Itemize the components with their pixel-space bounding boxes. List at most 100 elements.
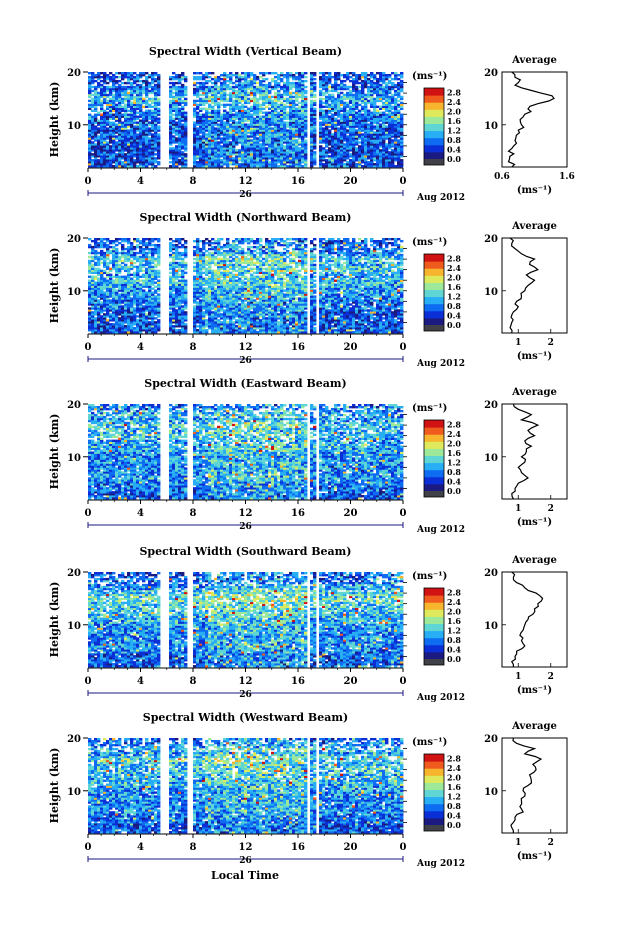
colorbar-swatch-lowest [424,491,444,497]
x-tick-label: 0 [85,176,92,187]
colorbar-swatch [424,463,444,471]
colorbar-swatch [424,775,444,783]
average-profile-line [511,738,541,833]
colorbar-swatch [424,420,444,428]
day-label: 26 [239,690,252,700]
y-tick-label: 10 [67,453,81,464]
panel-title: Spectral Width (Westward Beam) [143,711,348,724]
y-tick-label: 20 [67,734,81,745]
colorbar-swatch-lowest [424,825,444,831]
colorbar-swatch [424,297,444,305]
heatmap-cells [88,72,403,167]
colorbar-swatch [424,768,444,776]
colorbar-swatch [424,754,444,762]
colorbar-swatch-lowest [424,659,444,665]
x-tick-label: 8 [190,176,197,187]
colorbar-swatch [424,804,444,812]
colorbar-swatch [424,88,444,96]
colorbar-swatch [424,304,444,312]
colorbar-swatch [424,275,444,283]
colorbar-swatch [424,782,444,790]
x-tick-label: 20 [344,676,358,687]
colorbar-unit: (ms⁻¹) [412,737,447,748]
x-axis: 0 4 8 12 16 20 026 Aug 2012 [85,500,466,535]
average-profile-line [512,404,538,499]
date-label: Aug 2012 [416,525,465,535]
y-axis-label: Height (km) [48,582,61,658]
average-x-tick-label: 2 [548,838,554,848]
colorbar: (ms⁻¹)2.82.42.01.61.20.80.40.0 [412,737,461,831]
colorbar-swatch [424,116,444,124]
day-label: 26 [239,190,252,200]
x-tick-label: 20 [344,842,358,853]
average-y-tick-label: 20 [484,68,498,79]
colorbar-swatch [424,102,444,110]
colorbar-swatch [424,477,444,485]
colorbar-swatch [424,152,444,160]
average-y-tick-label: 10 [484,453,498,464]
average-x-tick-label: 1 [515,672,521,682]
colorbar-swatch [424,638,444,646]
colorbar-tick-label: 0.0 [447,486,461,496]
x-tick-label: 8 [190,676,197,687]
average-title: Average [511,721,557,732]
y-tick-label: 20 [67,234,81,245]
colorbar-tick-label: 0.0 [447,820,461,830]
colorbar-unit: (ms⁻¹) [412,71,447,82]
colorbar-swatch [424,588,444,596]
colorbar-swatch [424,456,444,464]
panel-4: Spectral Width (Southward Beam)2010Heigh… [48,545,567,703]
colorbar-swatch [424,761,444,769]
average-title: Average [511,387,557,398]
x-tick-label: 16 [291,508,305,519]
colorbar-swatch [424,645,444,653]
colorbar-swatch [424,268,444,276]
heatmap-cells [88,572,403,667]
average-y-tick-label: 10 [484,121,498,132]
colorbar-swatch [424,595,444,603]
x-tick-label: 0 [400,342,407,353]
y-axis-label: Height (km) [48,248,61,324]
colorbar-swatch [424,484,444,492]
x-tick-label: 0 [85,676,92,687]
x-tick-label: 20 [344,508,358,519]
x-axis-title: Local Time [211,869,279,882]
y-tick-label: 10 [67,287,81,298]
colorbar-swatch [424,811,444,819]
average-x-tick-label: 1 [515,338,521,348]
x-tick-label: 16 [291,842,305,853]
average-frame [502,404,567,499]
average-profile-line [510,238,538,333]
average-y-tick-label: 20 [484,234,498,245]
average-x-tick-label: 0.6 [494,172,510,182]
average-profile-line [512,572,543,667]
colorbar-swatch [424,282,444,290]
colorbar-swatch [424,261,444,269]
y-axis-label: Height (km) [48,748,61,824]
y-tick-label: 10 [67,621,81,632]
average-x-tick-label: 2 [548,672,554,682]
average-title: Average [511,221,557,232]
day-label: 26 [239,522,252,532]
x-axis: 0 4 8 12 16 20 026 Aug 2012 [85,834,466,869]
heatmap-cells [88,738,403,833]
y-tick-label: 10 [67,121,81,132]
x-axis: 0 4 8 12 16 20 026 Aug 2012 [85,168,466,203]
colorbar-swatch [424,448,444,456]
x-axis: 0 4 8 12 16 20 026 Aug 2012 [85,334,466,369]
y-tick-label: 20 [67,568,81,579]
panel-title: Spectral Width (Southward Beam) [139,545,351,558]
colorbar: (ms⁻¹)2.82.42.01.61.20.80.40.0 [412,237,461,331]
day-label: 26 [239,856,252,866]
colorbar-swatch [424,652,444,660]
x-tick-label: 12 [239,342,253,353]
panel-3: Spectral Width (Eastward Beam)2010Height… [48,377,567,535]
colorbar-swatch [424,124,444,132]
colorbar-swatch [424,624,444,632]
day-label: 26 [239,356,252,366]
colorbar-swatch [424,470,444,478]
average-x-label: (ms⁻¹) [517,685,552,696]
